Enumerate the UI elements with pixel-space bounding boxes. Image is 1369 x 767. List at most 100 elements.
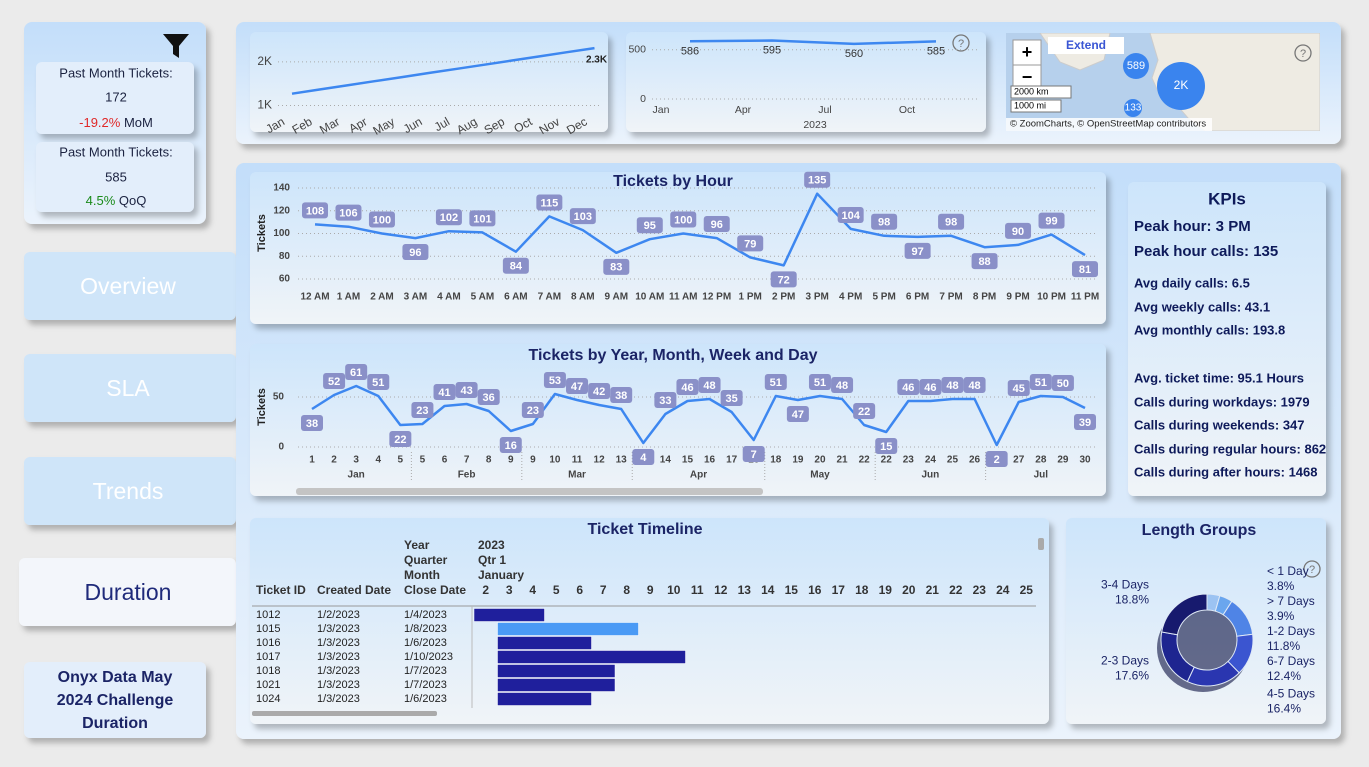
data-label: 41: [438, 387, 450, 399]
x-group-label: Jun: [922, 470, 940, 481]
nav-button[interactable]: [19, 558, 236, 626]
x-tick-label: 12 PM: [702, 292, 731, 303]
day-header: 21: [926, 583, 940, 597]
data-label: 36: [483, 392, 495, 404]
data-label: 39: [1079, 417, 1091, 429]
footer-card: [24, 662, 206, 738]
data-label-bg: [411, 402, 434, 418]
data-label-bg: [455, 382, 478, 398]
data-label-bg: [389, 431, 412, 447]
x-tick-label: 10 AM: [635, 292, 664, 303]
nav-button[interactable]: [24, 354, 236, 422]
x-tick-label: 27: [1013, 455, 1025, 466]
day-header: 17: [832, 583, 846, 597]
day-header: 24: [996, 583, 1010, 597]
x-group-label: May: [810, 470, 830, 481]
extend-button[interactable]: [1048, 37, 1124, 54]
x-tick-label: 7 AM: [538, 292, 562, 303]
x-tick-label: Jan: [653, 104, 670, 116]
map-bubble[interactable]: [1124, 99, 1142, 117]
chart-title: Tickets by Year, Month, Week and Day: [528, 347, 817, 364]
help-icon[interactable]: [1294, 44, 1312, 62]
bubble-label: 133: [1125, 103, 1142, 114]
x-tick-label: 9: [508, 455, 514, 466]
help-icon[interactable]: [952, 34, 970, 52]
data-label-bg: [402, 244, 429, 261]
data-label-bg: [502, 257, 529, 274]
hierarchy-label: Month: [404, 568, 440, 582]
help-icon[interactable]: [1303, 560, 1321, 578]
x-tick-label: 2: [331, 455, 337, 466]
x-tick-label: 6 AM: [504, 292, 528, 303]
data-label: 22: [394, 434, 406, 446]
column-header: Close Date: [404, 583, 466, 597]
hierarchy-label: Year: [404, 538, 430, 552]
zoom-out[interactable]: −: [1022, 67, 1033, 87]
x-tick-label: 3 PM: [806, 292, 829, 303]
x-tick-label: 17: [726, 455, 738, 466]
y-tick-label: 60: [279, 274, 291, 285]
nav-label[interactable]: Trends: [93, 478, 164, 504]
cell: 1/3/2023: [317, 693, 360, 705]
y-tick-label: 80: [279, 251, 291, 262]
data-label-bg: [963, 377, 986, 393]
scrollbar[interactable]: [1038, 538, 1044, 550]
kpi-line: Peak hour calls: 135: [1134, 243, 1278, 260]
data-label-bg: [345, 364, 368, 380]
cell: 1/10/2023: [404, 651, 453, 663]
data-label: 15: [880, 441, 892, 453]
cell: 1021: [256, 679, 280, 691]
kpi-line: Avg daily calls: 6.5: [1134, 275, 1250, 290]
line-series: [291, 46, 595, 95]
scrollbar[interactable]: [252, 711, 437, 716]
data-label-bg: [566, 378, 589, 394]
data-label: 45: [1013, 383, 1025, 395]
data-label-bg: [676, 379, 699, 395]
data-label: 16.4%: [1267, 701, 1301, 715]
nav-button[interactable]: [24, 252, 236, 320]
scrollbar[interactable]: [296, 488, 763, 495]
kpi-line: Avg. ticket time: 95.1 Hours: [1134, 370, 1304, 385]
legend-label: 4-5 Days: [1267, 686, 1315, 700]
data-label: 90: [1012, 226, 1024, 238]
x-group-label: Jul: [1034, 470, 1049, 481]
x-tick-label: 23: [903, 455, 915, 466]
nav-label[interactable]: Duration: [85, 579, 172, 605]
data-label: 79: [744, 238, 756, 250]
y-tick-label: 120: [273, 205, 290, 216]
nav-label[interactable]: Overview: [80, 273, 176, 299]
data-label-bg: [919, 379, 942, 395]
map-bubble[interactable]: [1123, 53, 1149, 79]
data-label: 12.4%: [1267, 669, 1301, 683]
data-label: 3.9%: [1267, 609, 1295, 623]
filter-icon[interactable]: [163, 34, 189, 58]
extend-label[interactable]: Extend: [1066, 38, 1106, 52]
legend-label: 3-4 Days: [1101, 578, 1149, 592]
data-label-bg: [521, 402, 544, 418]
data-label: 586: [681, 45, 699, 57]
kpi-line: Peak hour: 3 PM: [1134, 218, 1251, 235]
legend-label: < 1 Day: [1267, 564, 1309, 578]
nav-button[interactable]: [24, 457, 236, 525]
data-label: 43: [460, 385, 472, 397]
x-tick-label: 16: [704, 455, 716, 466]
data-label: 47: [792, 409, 804, 421]
day-header: 10: [667, 583, 681, 597]
x-tick-label: 25: [947, 455, 959, 466]
x-tick-label: 3 AM: [404, 292, 428, 303]
nav-label[interactable]: SLA: [106, 375, 150, 401]
data-label: 51: [770, 377, 782, 389]
x-tick-label: 5 AM: [471, 292, 495, 303]
x-tick-label: 5: [420, 455, 426, 466]
kpi-period: QoQ: [119, 193, 146, 208]
kpi-change-value: -19.2%: [79, 115, 121, 130]
data-label: 52: [328, 376, 340, 388]
zoom-in[interactable]: +: [1022, 42, 1033, 62]
data-label: 96: [711, 219, 723, 231]
map-bubble[interactable]: [1157, 62, 1205, 110]
data-label: 51: [814, 377, 826, 389]
data-label: 100: [674, 214, 692, 226]
kpi-card: [1128, 182, 1326, 496]
x-tick-label: 29: [1057, 455, 1069, 466]
